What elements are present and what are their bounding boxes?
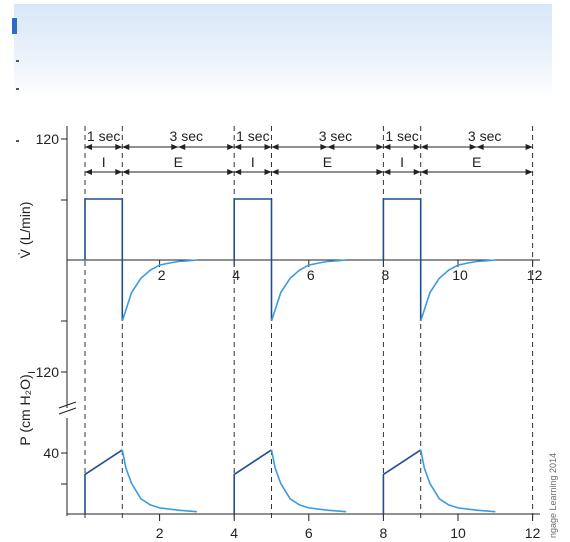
arrowhead xyxy=(327,144,335,150)
expiration-time-label: 3 sec xyxy=(468,128,501,144)
pressure-waveform-expiration xyxy=(419,449,496,513)
flow-y-axis-title: V̇ (L/min) xyxy=(17,202,33,259)
arrowhead xyxy=(264,144,272,150)
arrowhead xyxy=(413,169,421,175)
edge-mark xyxy=(16,60,19,62)
pressure-x-tick-label: 4 xyxy=(230,525,238,541)
image-credit: ngage Learning 2014 xyxy=(548,452,558,538)
arrowhead xyxy=(525,169,533,175)
arrowhead xyxy=(469,144,477,150)
arrowhead xyxy=(525,144,533,150)
arrowhead xyxy=(383,144,391,150)
header-band xyxy=(14,4,552,98)
pressure-waveform-inspiration xyxy=(233,449,272,514)
pressure-x-tick-label: 6 xyxy=(305,525,313,541)
arrowhead xyxy=(227,169,235,175)
pressure-waveform-expiration xyxy=(121,449,197,513)
pressure-y-axis-title: P (cm H₂O) xyxy=(17,374,33,445)
inspiration-label: I xyxy=(251,154,255,170)
pressure-waveform-inspiration xyxy=(382,449,422,514)
arrowhead xyxy=(122,144,130,150)
inspiration-time-label: 1 sec xyxy=(236,128,269,144)
arrowhead xyxy=(420,169,428,175)
pressure-x-tick-label: 10 xyxy=(450,525,466,541)
header-tab-marker xyxy=(12,18,17,34)
expiration-time-label: 3 sec xyxy=(170,128,203,144)
arrowhead xyxy=(234,169,242,175)
axis-break-mark xyxy=(58,401,77,409)
expiration-label: E xyxy=(174,154,183,170)
flow-y-tick-label: −120 xyxy=(27,364,59,380)
expiration-time-label: 3 sec xyxy=(319,128,352,144)
flow-waveform-inspiration xyxy=(233,198,273,321)
inspiration-label: I xyxy=(400,154,404,170)
arrowhead xyxy=(115,144,123,150)
arrowhead xyxy=(115,169,123,175)
pressure-x-tick-label: 2 xyxy=(156,525,164,541)
axis-break-mark xyxy=(58,407,77,415)
expiration-label: E xyxy=(472,154,481,170)
flow-y-tick-label: 120 xyxy=(36,131,60,147)
inspiration-time-label: 1 sec xyxy=(385,128,418,144)
expiration-label: E xyxy=(323,154,332,170)
edge-mark xyxy=(16,88,19,90)
pressure-y-tick-label: 40 xyxy=(43,445,59,461)
flow-x-tick-label: 4 xyxy=(232,267,240,283)
flow-x-tick-label: 2 xyxy=(158,267,166,283)
inspiration-label: I xyxy=(102,154,106,170)
arrowhead xyxy=(227,144,235,150)
pressure-waveform-inspiration xyxy=(84,449,123,514)
arrowhead xyxy=(85,169,92,175)
flow-waveform-inspiration xyxy=(84,198,124,321)
arrowhead xyxy=(271,144,279,150)
flow-waveform-expiration xyxy=(419,259,496,322)
arrowhead xyxy=(271,169,279,175)
edge-mark xyxy=(16,140,19,142)
flow-waveform-inspiration xyxy=(382,198,422,321)
arrowhead xyxy=(376,144,384,150)
arrowhead xyxy=(264,169,272,175)
arrowhead xyxy=(234,144,242,150)
flow-waveform-expiration xyxy=(270,259,347,322)
arrowhead xyxy=(383,169,391,175)
flow-x-tick-label: 6 xyxy=(307,267,315,283)
arrowhead xyxy=(420,144,428,150)
arrowhead xyxy=(178,144,186,150)
arrowhead xyxy=(376,169,384,175)
pressure-x-tick-label: 12 xyxy=(525,525,541,541)
flow-x-tick-label: 12 xyxy=(527,267,543,283)
pressure-x-tick-label: 8 xyxy=(380,525,388,541)
arrowhead xyxy=(85,144,92,150)
arrowhead xyxy=(320,144,328,150)
arrowhead xyxy=(476,144,484,150)
arrowhead xyxy=(413,144,421,150)
inspiration-time-label: 1 sec xyxy=(87,128,120,144)
flow-x-tick-label: 10 xyxy=(452,267,468,283)
flow-x-tick-label: 8 xyxy=(382,267,390,283)
arrowhead xyxy=(122,169,130,175)
arrowhead xyxy=(171,144,179,150)
pressure-waveform-expiration xyxy=(270,449,347,513)
flow-waveform-expiration xyxy=(121,259,197,322)
